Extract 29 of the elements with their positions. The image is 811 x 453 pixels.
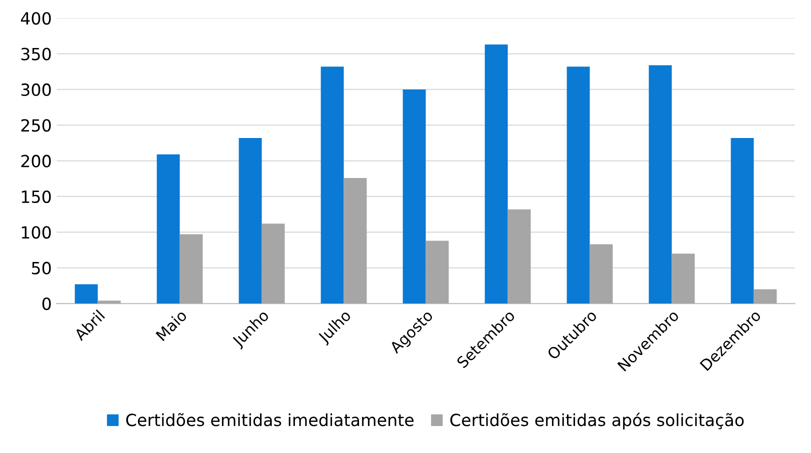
bar bbox=[484, 44, 508, 304]
y-tick-label: 200 bbox=[21, 154, 51, 168]
bar bbox=[262, 224, 285, 304]
y-tick-label: 50 bbox=[32, 262, 51, 274]
bar bbox=[180, 234, 203, 304]
legend-label: Certidões emitidas após solicitação bbox=[450, 412, 744, 430]
bar bbox=[730, 138, 754, 304]
bar bbox=[590, 244, 613, 304]
bar bbox=[566, 66, 590, 304]
y-tick-label: 350 bbox=[21, 48, 51, 60]
bar bbox=[74, 284, 98, 304]
bar bbox=[344, 178, 367, 304]
y-tick-label: 0 bbox=[42, 297, 51, 310]
bar bbox=[426, 240, 449, 304]
y-tick-label: 400 bbox=[20, 12, 51, 25]
y-tick-label: 150 bbox=[22, 190, 51, 204]
legend-label: Certidões emitidas imediatamente bbox=[126, 413, 414, 426]
bar bbox=[672, 254, 695, 304]
bar bbox=[754, 289, 777, 304]
y-tick-label: 300 bbox=[21, 83, 51, 96]
y-tick-label: 100 bbox=[22, 226, 51, 239]
bar bbox=[238, 138, 262, 304]
y-tick-label: 250 bbox=[21, 119, 51, 132]
bar bbox=[648, 65, 672, 304]
bar bbox=[156, 154, 180, 304]
bar bbox=[98, 300, 121, 304]
bar bbox=[320, 66, 344, 304]
bar bbox=[402, 89, 426, 304]
bar bbox=[508, 209, 531, 304]
